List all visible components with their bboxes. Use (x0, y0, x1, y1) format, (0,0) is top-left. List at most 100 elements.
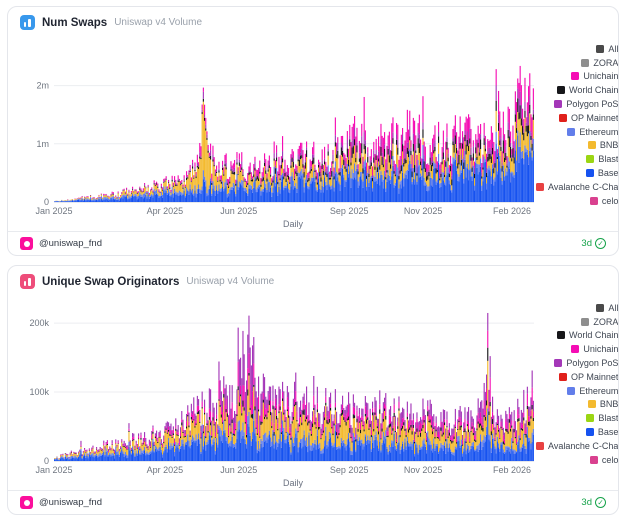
svg-text:Nov 2025: Nov 2025 (404, 465, 443, 475)
legend-item-celo[interactable]: celo (589, 453, 618, 467)
legend-label: celo (601, 195, 619, 206)
card-title: Num Swaps (42, 16, 108, 29)
legend-item-zora[interactable]: ZORA (581, 56, 618, 70)
legend-label: ZORA (593, 316, 619, 327)
uniswap-logo-icon (20, 237, 33, 250)
freshness-badge[interactable]: 3d (581, 238, 606, 249)
legend-item-unichain[interactable]: Unichain (571, 70, 618, 84)
legend-label: Ethereum (579, 385, 619, 396)
legend-swatch (571, 345, 580, 354)
legend-item-all[interactable]: All (596, 42, 618, 56)
svg-text:Sep 2025: Sep 2025 (330, 206, 369, 216)
x-axis-title: Daily (282, 219, 303, 229)
legend-label: Avalanche C-Cha (548, 440, 619, 451)
card-title: Unique Swap Originators (42, 275, 180, 288)
legend-label: Base (597, 168, 619, 179)
cake-icon (20, 274, 35, 289)
legend: All ZORA World Chain Unichain Polygon PoS OP … (536, 293, 619, 467)
legend-item-polygon-pos[interactable]: Polygon PoS (554, 356, 618, 370)
svg-text:Feb 2026: Feb 2026 (493, 206, 531, 216)
card-header: Unique Swap Originators Uniswap v4 Volum… (8, 266, 618, 291)
legend-swatch (536, 182, 544, 191)
legend-item-ethereum[interactable]: Ethereum (567, 125, 618, 139)
card-header: Num Swaps Uniswap v4 Volume (8, 7, 618, 32)
legend-swatch (589, 196, 598, 205)
legend-item-celo[interactable]: celo (589, 194, 619, 208)
svg-text:100k: 100k (29, 387, 49, 397)
legend-label: All (608, 43, 619, 54)
legend-item-polygon-pos[interactable]: Polygon PoS (554, 97, 618, 111)
num-swaps-chart[interactable]: 0 1m 2m Jan 2025 Apr 2025 Jun 2025 Sep 2025 Nov… (14, 34, 536, 218)
legend-item-blast[interactable]: Blast (586, 411, 618, 425)
legend-item-base[interactable]: Base (585, 425, 619, 439)
legend-label: Polygon PoS (566, 99, 619, 110)
legend-swatch (557, 86, 566, 95)
legend-swatch (596, 303, 605, 312)
freshness-label: 3d (581, 238, 592, 249)
legend-swatch (581, 317, 590, 326)
legend-item-world-chain[interactable]: World Chain (557, 83, 618, 97)
svg-text:Apr 2025: Apr 2025 (147, 465, 184, 475)
legend-swatch (581, 58, 590, 67)
legend-swatch (559, 113, 567, 122)
legend-label: Polygon PoS (566, 358, 619, 369)
legend-label: BNB (599, 140, 619, 151)
legend-label: Base (597, 427, 619, 438)
legend-item-op-mainnet[interactable]: OP Mainnet (559, 370, 618, 384)
legend-swatch (554, 359, 563, 368)
legend-item-ethereum[interactable]: Ethereum (567, 384, 618, 398)
legend-item-avalanche-c-cha[interactable]: Avalanche C-Cha (536, 439, 618, 453)
legend-label: OP Mainnet (571, 371, 619, 382)
legend-swatch (567, 127, 576, 136)
legend-item-op-mainnet[interactable]: OP Mainnet (559, 111, 618, 125)
legend-item-blast[interactable]: Blast (586, 152, 618, 166)
legend-item-zora[interactable]: ZORA (581, 315, 618, 329)
bar-chart-icon (20, 15, 35, 30)
chart-area: 0 100k 200k Jan 2025 Apr 2025 Jun 2025 Sep 202… (8, 291, 618, 477)
svg-text:Jun 2025: Jun 2025 (220, 206, 257, 216)
card-subtitle: Uniswap v4 Volume (114, 17, 203, 28)
legend-swatch (567, 386, 576, 395)
legend-label: Ethereum (579, 126, 619, 137)
legend-swatch (596, 44, 605, 53)
svg-text:2m: 2m (36, 81, 49, 91)
svg-text:200k: 200k (29, 318, 49, 328)
legend-label: BNB (599, 399, 619, 410)
legend-swatch (585, 169, 594, 178)
legend-label: Blast (598, 154, 619, 165)
legend-item-bnb[interactable]: BNB (587, 139, 619, 153)
legend-swatch (557, 331, 566, 340)
author-handle[interactable]: @uniswap_fnd (39, 238, 102, 249)
legend-label: World Chain (569, 330, 619, 341)
svg-text:Jan 2025: Jan 2025 (35, 206, 72, 216)
card-footer: @uniswap_fnd 3d (8, 231, 618, 255)
freshness-badge[interactable]: 3d (581, 497, 606, 508)
legend-swatch (559, 372, 567, 381)
legend-label: Blast (598, 413, 619, 424)
legend-label: OP Mainnet (571, 112, 619, 123)
author-handle[interactable]: @uniswap_fnd (39, 497, 102, 508)
legend-swatch (586, 414, 595, 423)
svg-text:Apr 2025: Apr 2025 (147, 206, 184, 216)
legend-item-bnb[interactable]: BNB (587, 398, 619, 412)
legend-item-base[interactable]: Base (585, 166, 619, 180)
svg-text:0: 0 (44, 197, 49, 207)
card-subtitle: Uniswap v4 Volume (186, 276, 275, 287)
svg-text:1m: 1m (36, 139, 49, 149)
legend-swatch (585, 428, 594, 437)
legend-item-unichain[interactable]: Unichain (571, 342, 618, 356)
legend-label: ZORA (593, 57, 619, 68)
uniswap-logo-icon (20, 496, 33, 509)
legend-item-avalanche-c-cha[interactable]: Avalanche C-Cha (536, 180, 618, 194)
freshness-label: 3d (581, 497, 592, 508)
legend-item-all[interactable]: All (596, 301, 618, 315)
legend: All ZORA Unichain World Chain Polygon PoS OP … (536, 34, 619, 208)
legend-swatch (587, 141, 596, 150)
legend-swatch (554, 100, 563, 109)
unique-swap-originators-chart[interactable]: 0 100k 200k Jan 2025 Apr 2025 Jun 2025 Sep 202… (14, 293, 536, 477)
legend-label: World Chain (569, 85, 619, 96)
legend-swatch (536, 441, 544, 450)
legend-label: Unichain (583, 71, 619, 82)
check-circle-icon (595, 238, 606, 249)
legend-item-world-chain[interactable]: World Chain (557, 329, 618, 343)
